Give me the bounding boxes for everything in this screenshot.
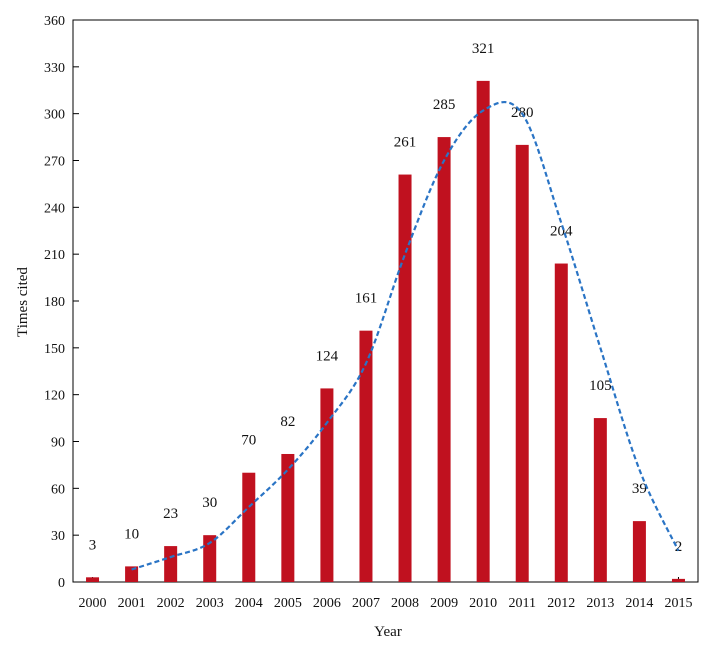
data-label: 124 (316, 348, 339, 364)
data-label: 10 (124, 526, 139, 542)
y-tick-label: 60 (51, 482, 65, 497)
bar (242, 472, 256, 582)
trend-line-group (131, 101, 680, 571)
y-tick-label: 120 (44, 389, 65, 404)
x-tick-label: 2013 (586, 596, 614, 611)
bar (476, 80, 490, 582)
data-label: 82 (280, 414, 295, 430)
y-tick-label: 270 (44, 155, 65, 170)
bar (437, 137, 451, 583)
bar (164, 546, 178, 582)
data-label: 261 (394, 135, 417, 151)
y-axis-title: Times cited (15, 267, 31, 337)
y-tick-label: 0 (58, 576, 65, 591)
y-tick-label: 210 (44, 248, 65, 263)
y-tick-label: 240 (44, 201, 65, 216)
x-tick-label: 2006 (313, 596, 341, 611)
x-tick-label: 2015 (664, 596, 692, 611)
x-tick-label: 2000 (79, 596, 107, 611)
data-label: 161 (355, 291, 378, 307)
x-tick-label: 2007 (352, 596, 380, 611)
bar (671, 578, 685, 582)
bar (86, 577, 100, 582)
x-tick-label: 2008 (391, 596, 419, 611)
y-tick-label: 360 (44, 14, 65, 29)
x-tick-label: 2012 (547, 596, 575, 611)
x-tick-label: 2011 (508, 596, 535, 611)
x-tick-label: 2009 (430, 596, 458, 611)
data-label: 70 (241, 433, 256, 449)
x-tick-label: 2002 (157, 596, 185, 611)
y-tick-label: 300 (44, 108, 65, 123)
x-tick-label: 2005 (274, 596, 302, 611)
x-tick-label: 2003 (196, 596, 224, 611)
y-tick-label: 30 (51, 529, 65, 544)
bar (554, 263, 568, 582)
data-label: 285 (433, 97, 456, 113)
y-tick-label: 90 (51, 436, 65, 451)
bar (125, 566, 139, 582)
bar (203, 535, 217, 582)
bar (515, 144, 529, 582)
x-tick-label: 2004 (235, 596, 263, 611)
data-label: 2 (675, 539, 683, 555)
y-axis: 0 30 60 90 120 150 180 210 240 270 300 330 360 (44, 14, 79, 591)
data-label: 39 (632, 481, 647, 497)
data-label: 23 (163, 506, 178, 522)
data-label: 204 (550, 224, 573, 240)
data-label: 105 (589, 378, 612, 394)
y-tick-label: 330 (44, 61, 65, 76)
x-tick-label: 2010 (469, 596, 497, 611)
x-tick-label: 2001 (118, 596, 146, 611)
bar (281, 453, 295, 582)
x-axis: 2000 2001 2002 2003 2004 2005 2006 2007 2008 2009… (79, 577, 692, 611)
bar (320, 388, 334, 582)
y-tick-label: 180 (44, 295, 65, 310)
data-label: 3 (89, 537, 97, 553)
x-tick-label: 2014 (625, 596, 653, 611)
trend-line (131, 101, 680, 571)
data-label: 321 (472, 41, 495, 57)
bars (86, 80, 685, 583)
bar (632, 521, 646, 582)
data-label: 30 (202, 495, 217, 511)
bar (359, 330, 373, 582)
y-tick-label: 150 (44, 342, 65, 357)
bar (398, 174, 412, 583)
bar (593, 418, 607, 582)
x-axis-title: Year (374, 624, 402, 640)
